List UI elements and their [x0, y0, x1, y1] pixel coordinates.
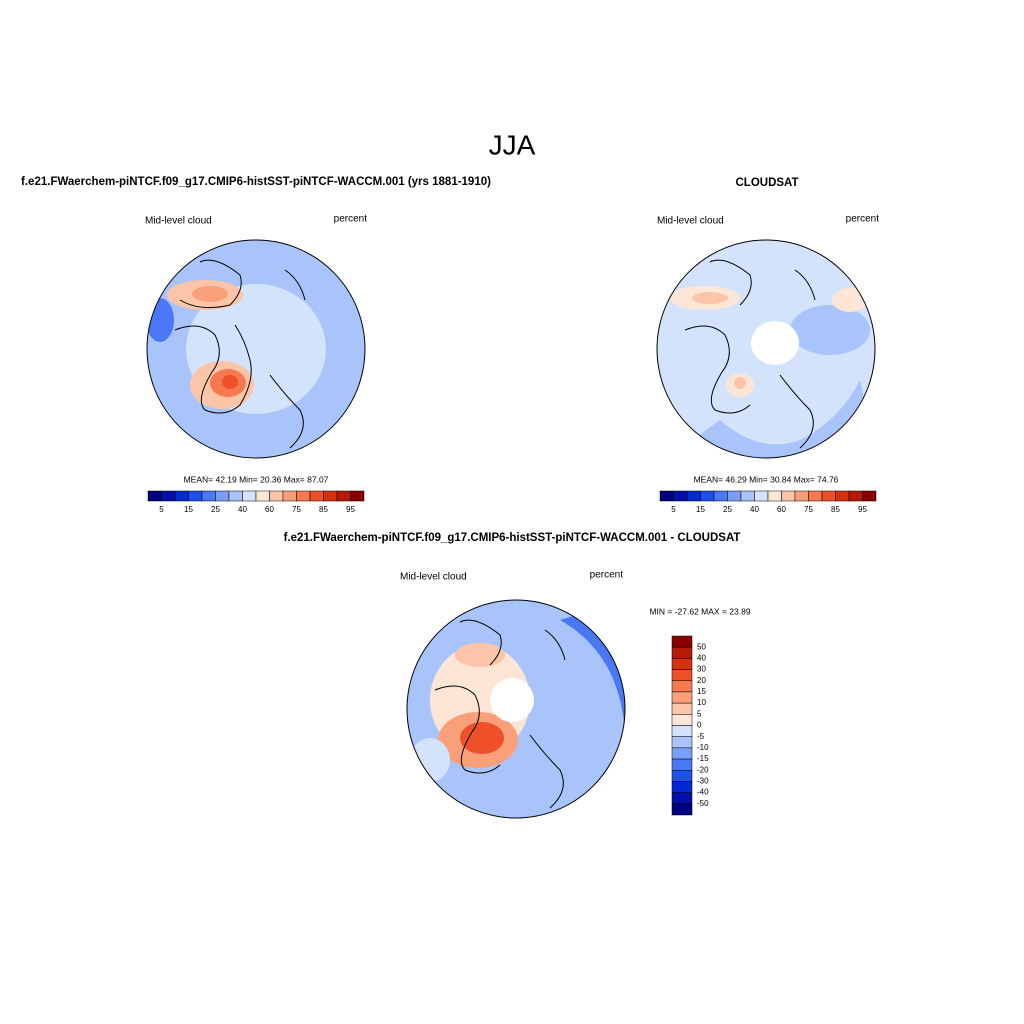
colorbar-label: -20 — [697, 765, 709, 774]
colorbar-box — [700, 490, 715, 502]
colorbar-label: 5 — [697, 709, 702, 718]
colorbar-label: -30 — [697, 777, 709, 786]
colorbar-box — [671, 714, 693, 726]
colorbar-box — [147, 490, 162, 502]
map-border — [406, 599, 626, 819]
colorbar-box — [671, 725, 693, 737]
colorbar-box — [309, 490, 324, 502]
colorbar-label: 25 — [723, 505, 732, 514]
colorbar-label: 75 — [804, 505, 813, 514]
figure-title: JJA — [489, 129, 536, 160]
stats: MEAN= 42.19 Min= 20.36 Max= 87.07 — [184, 474, 329, 484]
colorbar-label: -5 — [697, 732, 705, 741]
colorbar-box — [161, 490, 176, 502]
colorbar-box — [671, 635, 693, 648]
colorbar-box — [754, 490, 769, 502]
colorbar-box — [671, 669, 693, 681]
colorbar-label: 15 — [697, 687, 706, 696]
colorbar-label: 85 — [831, 505, 840, 514]
colorbar-label: 75 — [292, 505, 301, 514]
panel-title: f.e21.FWaerchem-piNTCF.f09_g17.CMIP6-his… — [21, 176, 491, 188]
colorbar-box — [215, 490, 230, 502]
map-border — [146, 239, 366, 459]
left-label: Mid-level cloud — [657, 216, 724, 227]
colorbar-label: -40 — [697, 788, 709, 797]
colorbar-label: 60 — [777, 505, 786, 514]
colorbar-box — [671, 646, 693, 659]
colorbar-label: -50 — [697, 799, 709, 808]
colorbar-box — [686, 490, 701, 502]
colorbar-box — [671, 691, 693, 704]
colorbar-box — [336, 490, 351, 502]
colorbar-label: -15 — [697, 754, 709, 763]
colorbar-box — [323, 490, 338, 502]
colorbar-box — [201, 490, 216, 502]
right-label: percent — [590, 570, 624, 581]
colorbar-box — [848, 490, 863, 502]
colorbar-label: 85 — [319, 505, 328, 514]
colorbar-box — [767, 490, 782, 502]
colorbar-box — [242, 490, 257, 502]
colorbar-label: 20 — [697, 676, 706, 685]
colorbar-box — [671, 736, 693, 749]
right-label: percent — [334, 214, 368, 225]
colorbar-label: -10 — [697, 743, 709, 752]
colorbar-box — [671, 781, 693, 793]
colorbar-box — [659, 490, 674, 502]
colorbar-label: 40 — [697, 653, 706, 662]
colorbar-box — [808, 490, 823, 502]
colorbar-label: 25 — [211, 505, 220, 514]
colorbar-label: 0 — [697, 721, 702, 730]
colorbar-box — [255, 490, 270, 502]
colorbar-box — [862, 490, 877, 502]
colorbar-label: 5 — [159, 505, 164, 514]
colorbar-box — [673, 490, 688, 502]
colorbar-box — [740, 490, 755, 502]
colorbar-box — [671, 680, 693, 693]
colorbar-label: 15 — [696, 505, 705, 514]
colorbar-box — [671, 758, 693, 771]
colorbar-box — [781, 490, 796, 502]
right-label: percent — [846, 214, 880, 225]
colorbar-box — [671, 702, 693, 715]
colorbar-box — [671, 803, 693, 816]
colorbar-label: 50 — [697, 642, 706, 651]
colorbar-box — [671, 747, 693, 760]
colorbar-box — [794, 490, 809, 502]
left-label: Mid-level cloud — [145, 216, 212, 227]
colorbar-label: 40 — [238, 505, 247, 514]
map — [657, 240, 875, 458]
colorbar-box — [228, 490, 243, 502]
colorbar-box — [671, 658, 693, 670]
map — [147, 240, 365, 458]
panel-title: CLOUDSAT — [735, 177, 798, 189]
colorbar-label: 15 — [184, 505, 193, 514]
stats: MIN = -27.62 MAX = 23.89 — [649, 606, 750, 616]
colorbar-box — [282, 490, 297, 502]
colorbar-box — [727, 490, 742, 502]
colorbar-box — [269, 490, 284, 502]
colorbar-box — [671, 770, 693, 782]
colorbar-box — [821, 490, 836, 502]
colorbar-box — [296, 490, 311, 502]
colorbar-box — [350, 490, 365, 502]
colorbar-label: 10 — [697, 698, 706, 707]
stats: MEAN= 46.29 Min= 30.84 Max= 74.76 — [694, 474, 839, 484]
colorbar-label: 40 — [750, 505, 759, 514]
colorbar-label: 30 — [697, 665, 706, 674]
colorbar-label: 5 — [671, 505, 676, 514]
colorbar-label: 95 — [858, 505, 867, 514]
map — [407, 600, 625, 818]
colorbar-box — [174, 490, 189, 502]
colorbar-label: 60 — [265, 505, 274, 514]
colorbar-label: 95 — [346, 505, 355, 514]
colorbar-box — [835, 490, 850, 502]
map-border — [656, 239, 876, 459]
colorbar-box — [713, 490, 728, 502]
colorbar-box — [671, 792, 693, 805]
panel-title: f.e21.FWaerchem-piNTCF.f09_g17.CMIP6-his… — [284, 532, 741, 544]
colorbar-box — [188, 490, 203, 502]
left-label: Mid-level cloud — [400, 572, 467, 583]
